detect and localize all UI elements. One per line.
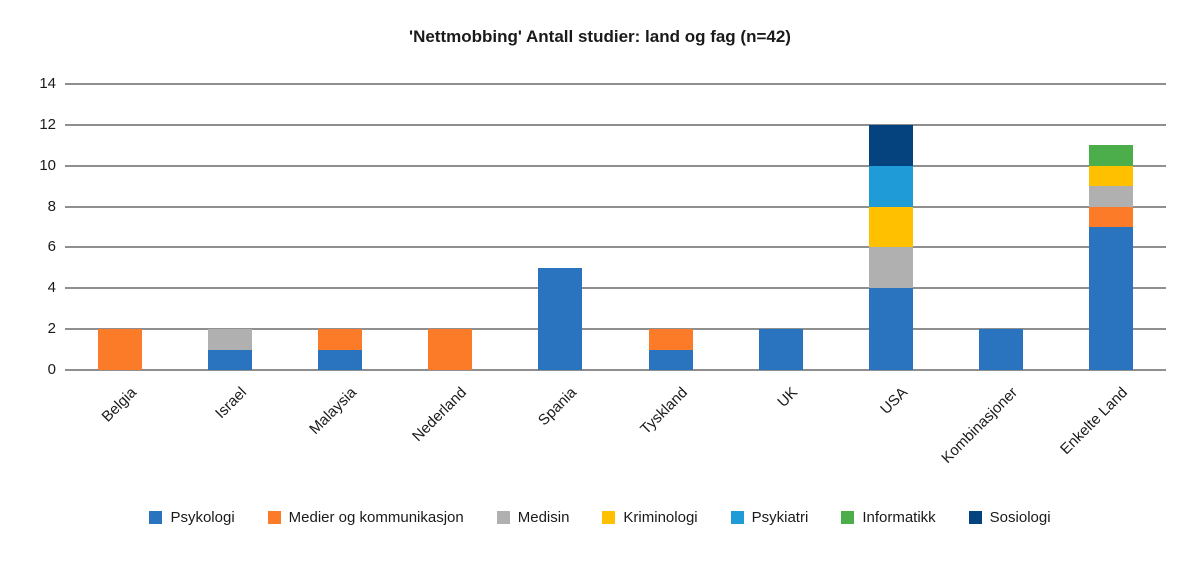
x-axis-label: Belgia <box>98 384 141 426</box>
bar-segment <box>648 349 693 370</box>
y-tick-label: 0 <box>47 361 56 378</box>
y-tick-label: 14 <box>39 75 56 92</box>
gridline <box>65 246 1166 249</box>
legend-item: Sosiologi <box>968 509 1051 526</box>
x-axis-label: Spania <box>535 384 581 430</box>
bar-segment <box>1088 186 1133 207</box>
legend-item: Psykiatri <box>730 509 809 526</box>
legend-label: Kriminologi <box>623 509 698 526</box>
x-axis-label: Enkelte Land <box>1057 384 1131 458</box>
bar-segment <box>978 329 1023 370</box>
bar-segment <box>208 329 253 350</box>
gridline <box>65 83 1166 85</box>
legend-item: Medisin <box>496 509 570 526</box>
x-axis-label: USA <box>876 384 911 418</box>
legend-label: Medier og kommunikasjon <box>288 509 464 526</box>
bar-segment <box>1088 165 1133 187</box>
legend-label: Informatikk <box>862 509 936 526</box>
legend-item: Informatikk <box>841 509 936 526</box>
bar-segment <box>428 329 473 370</box>
legend-swatch <box>149 511 163 524</box>
x-axis-label: Nederland <box>409 384 471 445</box>
bar-segment <box>758 329 803 370</box>
bar-segment <box>1088 145 1133 166</box>
legend-item: Medier og kommunikasjon <box>267 509 464 526</box>
y-tick-label: 8 <box>47 197 56 215</box>
bar-segment <box>208 349 253 370</box>
legend-swatch <box>841 511 855 524</box>
bar-segment <box>318 349 363 370</box>
x-axis-label: Malaysia <box>306 384 361 438</box>
bar-segment <box>98 329 143 370</box>
bar-segment <box>868 288 913 370</box>
legend-swatch <box>496 511 510 524</box>
bar-segment <box>538 267 583 370</box>
y-tick-label: 6 <box>47 238 56 256</box>
gridline <box>65 123 1166 126</box>
x-axis-label: UK <box>773 384 801 411</box>
bar-segment <box>868 247 913 289</box>
bar-segment <box>1088 227 1133 370</box>
x-axis-label: Israel <box>212 384 251 422</box>
legend-swatch <box>730 511 744 524</box>
gridline <box>65 205 1166 208</box>
y-tick-label: 4 <box>47 279 56 297</box>
legend-label: Medisin <box>517 509 570 526</box>
bar-segment <box>868 124 913 166</box>
y-tick-label: 2 <box>47 320 56 338</box>
legend-swatch <box>267 511 281 524</box>
legend-label: Psykiatri <box>751 509 809 526</box>
x-axis-label: Tyskland <box>636 384 691 438</box>
x-axis-label: Kombinasjoner <box>938 384 1021 467</box>
legend-swatch <box>602 511 616 524</box>
bar-segment <box>868 165 913 207</box>
legend-swatch <box>968 511 982 524</box>
y-tick-label: 12 <box>39 115 56 133</box>
legend-label: Psykologi <box>170 509 235 526</box>
legend-item: Psykologi <box>149 509 235 526</box>
legend: Psykologi Medier og kommunikasjon Medisin K… <box>0 509 1200 526</box>
gridline <box>65 287 1166 290</box>
legend-item: Kriminologi <box>602 509 698 526</box>
gridline <box>65 328 1166 331</box>
bar-segment <box>648 329 693 350</box>
bar-segment <box>868 206 913 248</box>
gridline <box>65 164 1166 167</box>
legend-label: Sosiologi <box>989 509 1051 526</box>
y-tick-label: 10 <box>39 156 56 174</box>
bar-segment <box>318 329 363 350</box>
bar-segment <box>1088 206 1133 227</box>
gridline <box>65 369 1166 371</box>
chart-title: 'Nettmobbing' Antall studier: land og fa… <box>409 27 791 46</box>
